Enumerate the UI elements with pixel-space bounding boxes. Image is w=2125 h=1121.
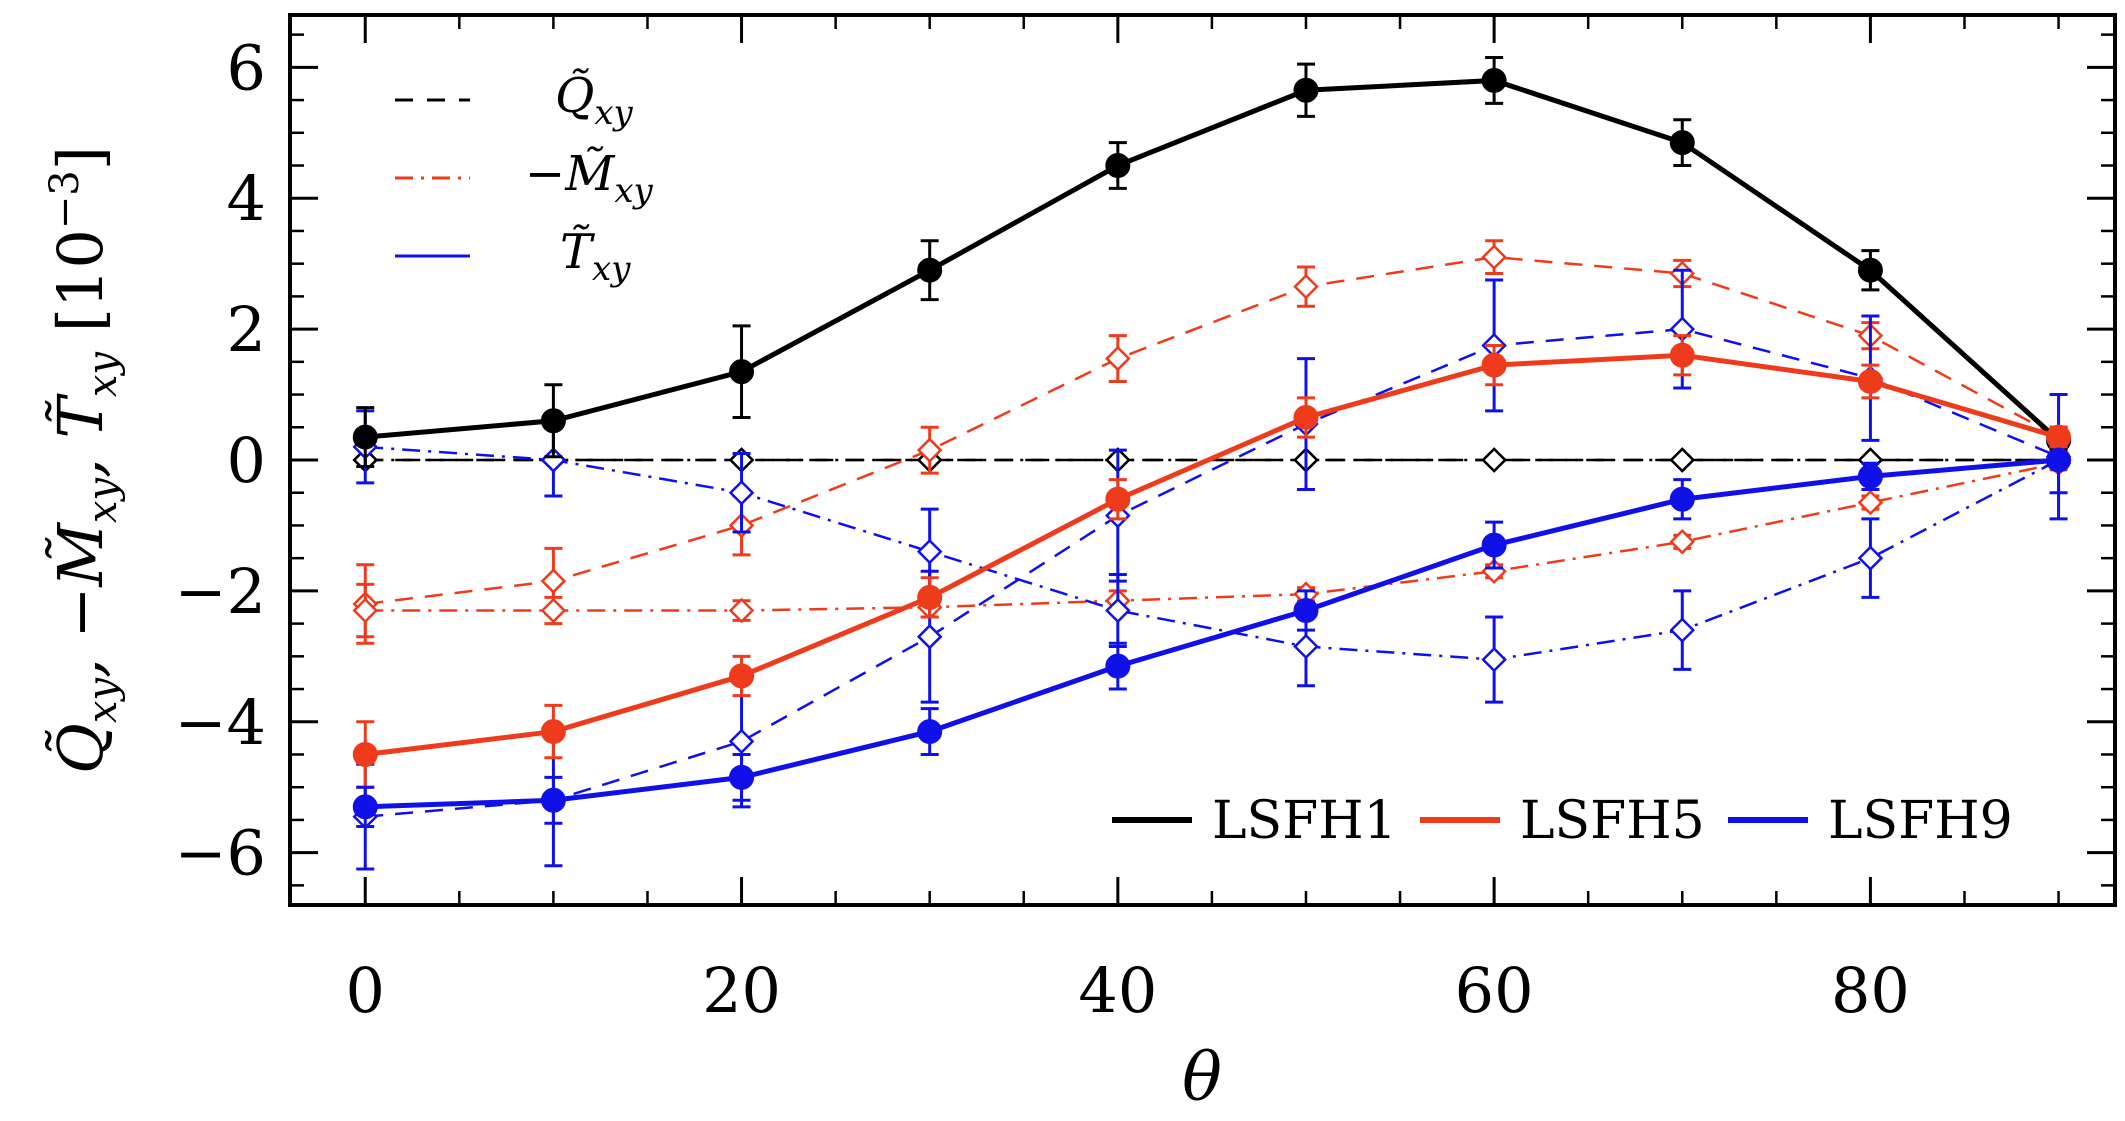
data-point xyxy=(1857,368,1883,394)
data-point xyxy=(540,568,567,594)
data-point xyxy=(729,359,755,385)
data-point xyxy=(1293,633,1319,660)
data-point xyxy=(352,794,378,820)
y-tick-label: 2 xyxy=(227,293,266,366)
data-point xyxy=(1105,597,1131,624)
y-title-q-sub: xy xyxy=(80,677,126,724)
series-lsfh9-t xyxy=(352,447,2072,828)
y-title-unit-exp: −3 xyxy=(42,170,88,229)
y-tick-label: 6 xyxy=(227,31,266,104)
data-point xyxy=(1669,342,1695,368)
model-legend: LSFH1 LSFH5 LSFH9 xyxy=(1112,791,2013,851)
y-title-sep1: , xyxy=(44,639,117,678)
legend-label-lsfh5: LSFH5 xyxy=(1520,791,1705,851)
data-point xyxy=(352,741,378,767)
data-point xyxy=(540,408,566,434)
series-lsfh5-m xyxy=(352,450,2072,639)
series-line xyxy=(365,445,2060,661)
legend-label-lsfh9: LSFH9 xyxy=(1828,791,2013,851)
y-title-t: T̃ xyxy=(44,393,117,439)
series-lsfh9-q xyxy=(352,268,2072,871)
data-point xyxy=(1481,646,1507,673)
data-point xyxy=(728,728,755,755)
data-point xyxy=(728,597,755,624)
data-point xyxy=(1293,598,1319,624)
data-point xyxy=(1481,352,1507,378)
y-title-t-sub: xy xyxy=(80,351,126,398)
y-tick-label: −2 xyxy=(175,555,266,628)
data-point xyxy=(1105,486,1131,512)
data-point xyxy=(1669,130,1695,156)
x-tick-label: 80 xyxy=(1831,954,1910,1027)
data-point xyxy=(352,424,378,450)
x-axis-title: θ xyxy=(1182,1039,1222,1116)
y-axis-title: Q̃xy, −M̃xy, T̃xy [10−3] xyxy=(42,146,126,774)
data-point xyxy=(917,584,943,610)
x-tick-label: 20 xyxy=(702,954,781,1027)
data-point xyxy=(2046,424,2072,450)
y-title-q: Q̃ xyxy=(44,723,117,774)
data-point xyxy=(1481,244,1507,270)
y-tick-label: −4 xyxy=(175,686,266,759)
data-point xyxy=(1105,653,1131,679)
series-line xyxy=(365,327,2060,818)
x-tick-label: 0 xyxy=(346,954,385,1027)
data-point xyxy=(729,663,755,689)
data-point xyxy=(1105,153,1131,179)
y-title-m-sub: xy xyxy=(80,477,126,524)
data-point xyxy=(1293,77,1319,103)
data-point xyxy=(916,623,943,650)
legend-label-q: Q̃xy xyxy=(555,66,634,133)
svg-text:Q̃xy, −M̃xy, T̃xy [10−3]: Q̃xy, −M̃xy, T̃xy [10−3] xyxy=(42,146,126,774)
data-point xyxy=(1293,273,1319,300)
y-tick-label: 4 xyxy=(227,162,266,235)
data-point xyxy=(1669,529,1696,555)
series-line xyxy=(365,77,2061,443)
data-point xyxy=(1857,463,1883,489)
data-point xyxy=(917,257,943,283)
legend-label-t: T̃xy xyxy=(560,222,631,289)
y-title-sep2: , xyxy=(44,439,117,478)
data-point xyxy=(916,538,943,565)
series-lsfh9-m xyxy=(352,409,2072,704)
legend-label-m: −M̃xy xyxy=(525,144,654,211)
data-point xyxy=(2046,447,2072,473)
data-point xyxy=(1857,489,1884,516)
data-point xyxy=(1481,67,1507,93)
series-lsfh5-t xyxy=(352,334,2072,789)
data-point xyxy=(540,719,566,745)
y-title-unit-close: ] xyxy=(44,146,117,170)
data-point xyxy=(540,787,566,813)
series-line xyxy=(364,352,2060,757)
x-tick-label: 40 xyxy=(1078,954,1157,1027)
data-point xyxy=(917,719,943,745)
data-point xyxy=(1481,447,1507,473)
series-line xyxy=(365,255,2060,606)
data-point xyxy=(540,597,567,624)
series-lsfh5-q xyxy=(352,239,2072,645)
data-point xyxy=(1857,545,1884,571)
legend-label-lsfh1: LSFH1 xyxy=(1212,791,1397,851)
data-point xyxy=(1481,532,1507,558)
data-point xyxy=(1669,617,1696,643)
data-point xyxy=(1669,486,1695,512)
series-lsfh1-t xyxy=(352,56,2072,469)
data-point xyxy=(1105,345,1131,372)
style-legend: Q̃xy −M̃xy T̃xy xyxy=(395,66,654,289)
series-line xyxy=(365,457,2059,810)
data-point xyxy=(1857,257,1883,283)
data-point xyxy=(729,764,755,790)
data-point xyxy=(916,437,943,463)
data-point xyxy=(352,597,379,624)
y-tick-label: 0 xyxy=(227,424,266,497)
data-point xyxy=(1669,447,1696,473)
series-line xyxy=(365,462,2059,612)
data-point xyxy=(728,479,755,506)
data-point xyxy=(1293,404,1319,430)
y-tick-label: −6 xyxy=(175,817,266,890)
y-title-m: −M̃ xyxy=(44,522,117,639)
y-title-unit: [10 xyxy=(44,229,117,352)
x-tick-label: 60 xyxy=(1455,954,1534,1027)
